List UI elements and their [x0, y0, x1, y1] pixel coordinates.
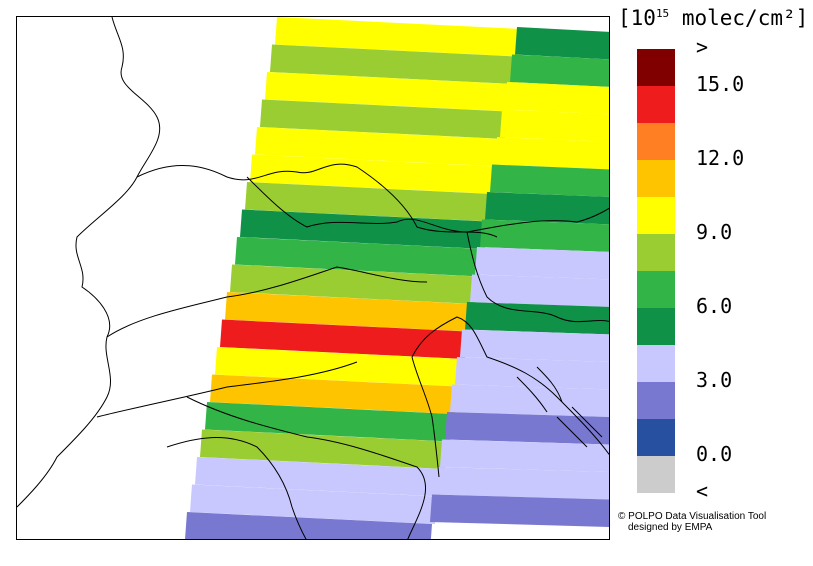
legend-swatch	[637, 197, 675, 234]
swath-band	[225, 292, 472, 332]
color-legend-bar	[637, 49, 675, 493]
map-frame	[16, 16, 610, 540]
credit-line-2: designed by EMPA	[628, 522, 713, 533]
swath-band	[480, 219, 609, 252]
legend-tick-label: 0.0	[696, 442, 733, 466]
swath-band	[475, 247, 609, 280]
swath-band	[260, 99, 507, 140]
border-lines	[17, 17, 609, 539]
swath-band	[430, 494, 609, 527]
swath-band	[490, 164, 609, 197]
swath-band	[445, 412, 609, 445]
legend-swatch	[637, 234, 675, 271]
swath-band	[275, 17, 522, 57]
croatia-islands	[516, 366, 603, 448]
swath-band	[500, 109, 609, 142]
swath-band	[215, 347, 462, 387]
legend-swatch	[637, 271, 675, 308]
legend-swatch	[637, 345, 675, 382]
unit-title-prefix: [10	[618, 6, 656, 30]
legend-swatch	[637, 456, 675, 493]
legend-swatch	[637, 308, 675, 345]
legend-tick-label: 6.0	[696, 294, 733, 318]
swath-band	[470, 274, 609, 307]
north-italy-coast	[411, 316, 609, 456]
swath-band	[440, 439, 609, 472]
swath-band	[495, 137, 609, 170]
unit-title-suffix: molec/cm²]	[669, 6, 809, 30]
swath-band	[485, 192, 609, 225]
swath-band	[455, 357, 609, 390]
swath-band	[270, 44, 517, 85]
emilia-border	[96, 361, 358, 418]
legend-swatch	[637, 419, 675, 456]
swath-band	[235, 237, 482, 277]
legend-tick-label: 3.0	[696, 368, 733, 392]
swath-band	[220, 319, 467, 360]
ligurian-coast	[166, 437, 307, 539]
swath-band	[510, 54, 609, 87]
legend-tick-label: 12.0	[696, 146, 745, 170]
legend-swatch	[637, 382, 675, 419]
tuscany-border	[186, 396, 427, 539]
swath-band	[230, 264, 477, 305]
swath-band	[190, 484, 437, 525]
legend-swatch	[637, 86, 675, 123]
map-canvas[interactable]	[17, 17, 610, 540]
legend-swatch	[637, 49, 675, 86]
swiss-border	[136, 163, 498, 238]
swath-band	[210, 374, 457, 415]
adriatic-coast	[411, 356, 440, 478]
swath-band	[200, 429, 447, 470]
legend-tick-label: <	[696, 479, 709, 503]
swath-band	[195, 457, 442, 497]
swath-band	[450, 384, 609, 417]
slovenia-border	[466, 231, 609, 323]
swath-band	[255, 127, 502, 167]
unit-title-exponent: 15	[655, 7, 670, 20]
swath-band	[185, 512, 432, 539]
credit-text: © POLPO Data Visualisation Tool designed…	[618, 511, 766, 533]
swath-band	[265, 72, 512, 112]
italy-internal-border	[106, 266, 428, 338]
austria-border	[246, 176, 609, 233]
swath-band	[435, 467, 609, 500]
satellite-swath-east	[430, 27, 609, 527]
swath-band	[515, 27, 609, 60]
swath-band	[205, 402, 452, 442]
legend-swatch	[637, 123, 675, 160]
legend-tick-label: 9.0	[696, 220, 733, 244]
swath-band	[250, 154, 497, 195]
credit-line-1: © POLPO Data Visualisation Tool	[618, 511, 767, 522]
satellite-swath-west	[185, 17, 522, 539]
legend-unit-title: [1015 molec/cm²]	[618, 6, 808, 30]
legend-tick-label: >	[696, 35, 709, 59]
swath-band	[465, 302, 609, 335]
swath-band	[460, 329, 609, 362]
france-italy-border	[17, 17, 161, 508]
swath-band	[240, 209, 487, 250]
swath-band	[505, 82, 609, 115]
legend-tick-label: 15.0	[696, 72, 745, 96]
legend-swatch	[637, 160, 675, 197]
swath-band	[245, 182, 492, 222]
